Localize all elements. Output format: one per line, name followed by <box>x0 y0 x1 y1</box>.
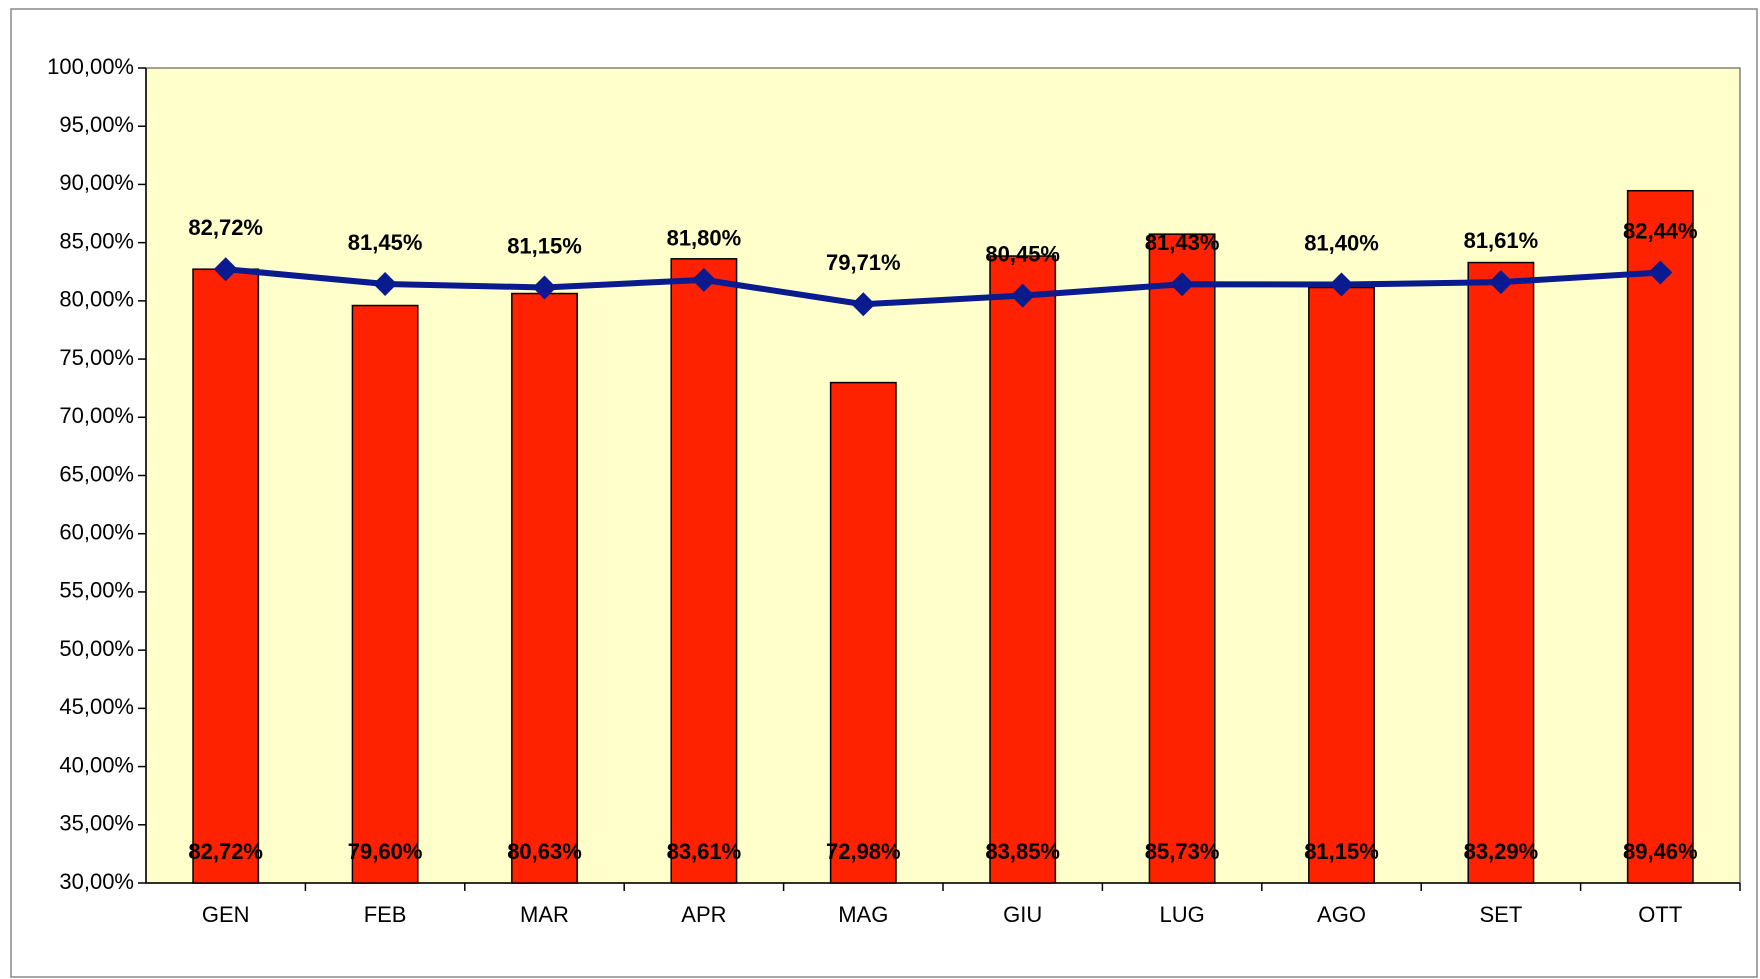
bar <box>1308 286 1375 884</box>
y-tick-label: 85,00% <box>59 228 134 253</box>
x-tick-label: LUG <box>1159 902 1204 927</box>
line-marker <box>1170 272 1195 297</box>
y-tick-label: 80,00% <box>59 287 134 312</box>
y-tick-label: 60,00% <box>59 520 134 545</box>
y-tick-label: 55,00% <box>59 578 134 603</box>
x-tick-label: AGO <box>1317 902 1366 927</box>
line-value-label: 81,45% <box>348 230 423 255</box>
bar <box>1467 261 1535 884</box>
bar-value-label: 82,72% <box>188 839 263 864</box>
bar-value-label: 79,60% <box>348 839 423 864</box>
line-value-label: 81,61% <box>1464 228 1539 253</box>
bar-value-label: 89,46% <box>1623 839 1698 864</box>
bar-value-label: 83,61% <box>667 839 742 864</box>
line-value-label: 81,43% <box>1145 230 1220 255</box>
bar-value-label: 83,85% <box>985 839 1060 864</box>
bar <box>511 292 578 884</box>
x-tick-label: OTT <box>1638 902 1682 927</box>
line-value-label: 82,44% <box>1623 218 1698 243</box>
bar-value-label: 83,29% <box>1464 839 1539 864</box>
line-marker <box>1648 260 1673 285</box>
y-tick-label: 75,00% <box>59 345 134 370</box>
bar <box>829 381 897 884</box>
line-marker <box>691 267 716 292</box>
line <box>225 266 1661 308</box>
y-tick-label: 90,00% <box>59 170 134 195</box>
bar-value-label: 80,63% <box>507 839 582 864</box>
y-tick-label: 50,00% <box>59 636 134 661</box>
bar <box>1148 233 1216 884</box>
line-marker <box>213 257 238 282</box>
x-tick-label: SET <box>1480 902 1523 927</box>
line-value-label: 82,72% <box>188 215 263 240</box>
bar-value-label: 81,15% <box>1304 839 1379 864</box>
line-marker <box>373 271 398 296</box>
x-tick-label: APR <box>681 902 726 927</box>
x-tick-label: GEN <box>202 902 250 927</box>
y-tick-label: 40,00% <box>59 752 134 777</box>
y-tick-label: 45,00% <box>59 694 134 719</box>
line-value-label: 81,80% <box>667 226 742 251</box>
line-marker <box>1488 270 1513 295</box>
line-marker <box>1329 272 1354 297</box>
x-tick-label: MAG <box>838 902 888 927</box>
line-marker <box>851 292 876 317</box>
x-tick-label: GIU <box>1003 902 1042 927</box>
line-value-label: 81,40% <box>1304 230 1379 255</box>
bar-value-label: 72,98% <box>826 839 901 864</box>
y-tick-label: 35,00% <box>59 811 134 836</box>
line-value-label: 81,15% <box>507 233 582 258</box>
line-value-label: 79,71% <box>826 250 901 275</box>
bar <box>1626 189 1694 884</box>
bar-value-label: 85,73% <box>1145 839 1220 864</box>
y-tick-label: 30,00% <box>59 869 134 894</box>
line-marker <box>1010 283 1035 308</box>
x-tick-label: MAR <box>520 902 569 927</box>
y-tick-label: 70,00% <box>59 403 134 428</box>
bar <box>670 258 738 884</box>
line-value-label: 80,45% <box>985 241 1060 266</box>
y-tick-label: 95,00% <box>59 112 134 137</box>
bar <box>989 255 1057 884</box>
y-tick-label: 100,00% <box>47 54 134 79</box>
line-marker <box>532 275 557 300</box>
x-tick-label: FEB <box>364 902 407 927</box>
bar <box>192 268 260 884</box>
bar <box>351 304 419 884</box>
y-tick-label: 65,00% <box>59 461 134 486</box>
